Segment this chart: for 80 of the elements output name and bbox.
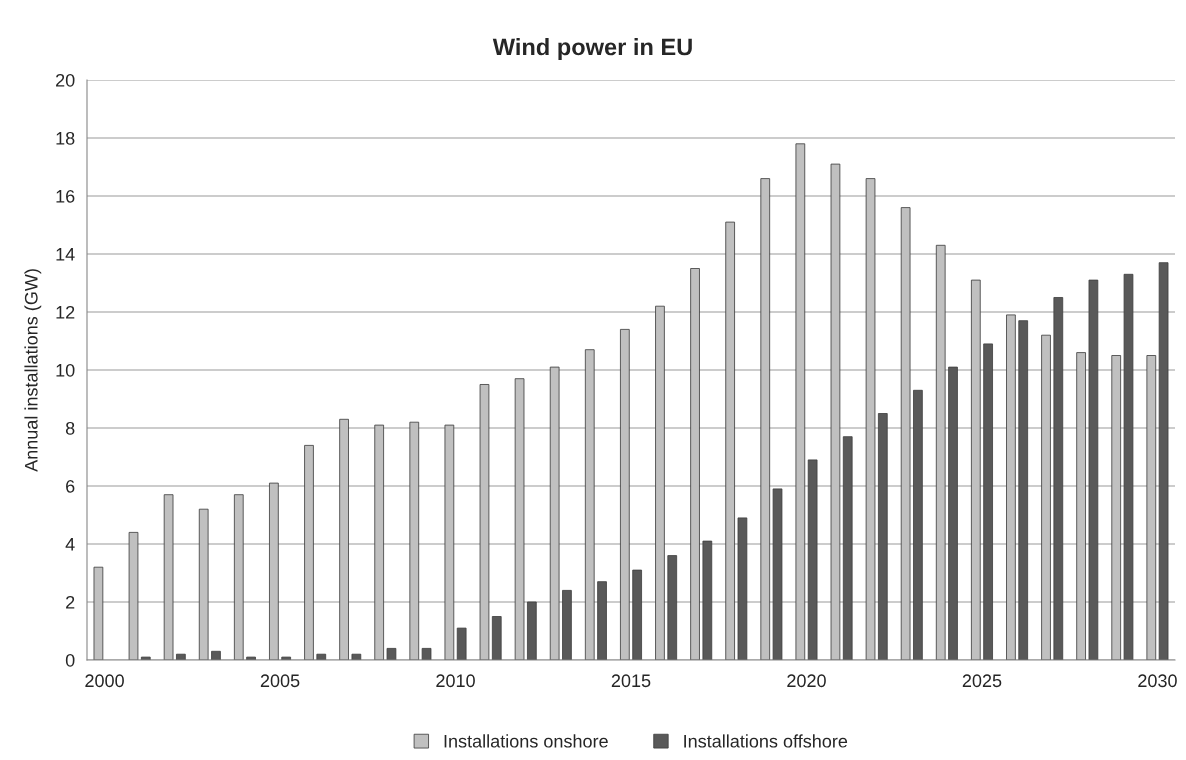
bar — [93, 566, 104, 660]
bar — [667, 555, 678, 660]
y-tick-label: 20 — [56, 73, 75, 87]
bar — [830, 163, 841, 660]
bar — [1158, 262, 1169, 660]
bar — [1088, 279, 1099, 660]
bar — [795, 143, 806, 660]
bar — [597, 581, 607, 660]
bar — [409, 421, 420, 660]
y-tick-label: 6 — [66, 479, 75, 493]
y-tick-label: 10 — [56, 363, 75, 377]
chart-title: Wind power in EU — [492, 38, 692, 61]
bar — [725, 221, 735, 660]
bar — [304, 444, 314, 660]
bar — [760, 178, 771, 660]
bar — [913, 389, 923, 660]
bar — [842, 436, 853, 660]
bar — [198, 508, 209, 660]
bar — [1123, 273, 1134, 660]
bar — [1111, 355, 1122, 660]
legend-label: Installations offshore — [684, 734, 848, 748]
bar — [211, 650, 221, 660]
bar — [737, 517, 748, 660]
bar — [702, 540, 713, 660]
bar — [491, 616, 502, 660]
x-tick-label: 2020 — [787, 674, 826, 688]
bar — [421, 647, 432, 660]
bar — [456, 627, 467, 660]
bar — [877, 413, 888, 660]
bar — [269, 482, 279, 660]
bar — [374, 424, 385, 660]
bar — [1041, 334, 1051, 660]
bar — [281, 656, 292, 660]
bar — [479, 384, 490, 660]
y-tick-label: 2 — [66, 595, 75, 609]
y-tick-label: 18 — [56, 131, 75, 145]
bar — [1076, 352, 1086, 660]
x-tick-label: 2010 — [436, 674, 475, 688]
y-tick-label: 14 — [56, 248, 75, 261]
bar — [562, 589, 572, 660]
bar — [983, 343, 993, 660]
bar — [1018, 320, 1029, 660]
bar — [620, 328, 630, 660]
x-tick-label: 2025 — [962, 674, 1002, 688]
bar — [655, 305, 665, 660]
bar — [163, 494, 174, 660]
bar — [444, 424, 455, 660]
x-tick-label: 2030 — [1138, 674, 1177, 688]
bar — [948, 366, 958, 660]
bar — [339, 418, 349, 660]
bar — [233, 494, 244, 660]
bar — [970, 279, 981, 660]
bar — [527, 601, 537, 660]
y-axis-title: Annual installations (GW) — [24, 269, 42, 472]
y-tick-label: 16 — [56, 189, 75, 203]
bar — [1053, 297, 1064, 660]
bar — [1146, 355, 1157, 660]
bar — [632, 569, 642, 660]
bar — [386, 647, 397, 660]
y-tick-label: 0 — [65, 653, 75, 667]
bar — [865, 178, 876, 660]
bar — [584, 349, 595, 660]
legend-label: Installations onshore — [444, 734, 608, 748]
bar — [807, 459, 818, 660]
y-tick-label: 12 — [56, 305, 75, 319]
bar — [128, 531, 139, 660]
y-tick-label: 8 — [65, 421, 75, 435]
bar — [900, 207, 911, 660]
bar — [772, 488, 783, 660]
bar — [140, 656, 151, 660]
bar — [549, 366, 560, 660]
y-tick-label: 4 — [65, 538, 75, 551]
x-tick-label: 2015 — [611, 674, 651, 688]
bar — [935, 244, 946, 660]
bar — [246, 656, 256, 660]
x-tick-label: 2000 — [85, 674, 124, 688]
bar — [514, 378, 525, 660]
bar — [690, 268, 700, 660]
x-tick-label: 2005 — [260, 674, 300, 688]
bar — [1006, 314, 1016, 660]
